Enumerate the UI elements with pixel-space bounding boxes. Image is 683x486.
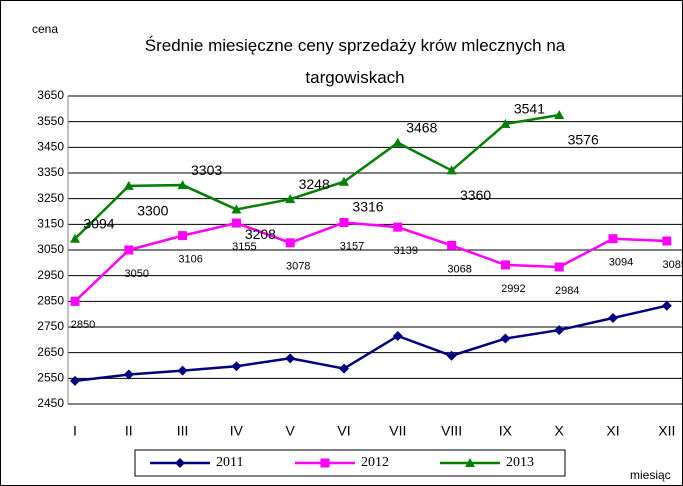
- data-label: 3360: [460, 187, 491, 203]
- y-tick-label: 2650: [37, 345, 64, 359]
- point: [500, 333, 511, 344]
- x-tick-label: V: [286, 423, 296, 439]
- point: [177, 180, 188, 190]
- data-label: 3050: [125, 268, 149, 280]
- data-label: 3078: [286, 261, 310, 273]
- series-line: [74, 221, 667, 303]
- x-tick-label: VIII: [441, 423, 462, 439]
- x-tick-label: XII: [658, 423, 675, 439]
- x-tick-label: VI: [337, 423, 350, 439]
- data-label: 3085: [663, 259, 683, 271]
- y-tick-label: 3550: [37, 114, 64, 128]
- legend-label: 2013: [506, 455, 534, 470]
- point: [446, 165, 457, 175]
- x-tick-label: IV: [230, 423, 244, 439]
- data-label: 3068: [447, 263, 471, 275]
- y-axis-label: cena: [32, 22, 58, 36]
- point: [123, 369, 134, 380]
- y-tick-label: 2450: [37, 396, 64, 410]
- data-label: 3155: [232, 241, 256, 253]
- y-tick-label: 3050: [37, 242, 64, 256]
- point: [339, 363, 349, 374]
- y-tick-label: 3650: [37, 88, 64, 102]
- point: [554, 109, 565, 119]
- point: [339, 176, 349, 186]
- data-label: 3157: [340, 240, 364, 252]
- point: [177, 365, 188, 376]
- point: [554, 262, 564, 272]
- data-label: 3139: [394, 245, 418, 257]
- point: [661, 300, 672, 311]
- data-label: 3094: [609, 257, 633, 269]
- point: [231, 218, 241, 228]
- data-label: 3094: [83, 215, 114, 231]
- point: [465, 458, 475, 467]
- y-tick-label: 2950: [37, 268, 64, 282]
- y-tick-label: 3450: [37, 140, 64, 154]
- point: [339, 218, 349, 228]
- point: [178, 231, 188, 241]
- point: [554, 325, 565, 336]
- x-tick-label: XI: [606, 423, 619, 439]
- x-tick-label: II: [125, 423, 133, 439]
- point: [608, 234, 618, 244]
- point: [123, 180, 134, 190]
- legend-label: 2011: [216, 455, 243, 470]
- point: [124, 245, 134, 255]
- data-label: 3300: [137, 203, 168, 219]
- x-tick-label: VII: [389, 423, 406, 439]
- data-label: 3316: [352, 198, 383, 214]
- point: [392, 330, 403, 341]
- data-label: 3303: [191, 162, 222, 178]
- legend-label: 2012: [361, 455, 389, 470]
- point: [608, 313, 618, 324]
- x-tick-label: IX: [499, 423, 513, 439]
- point: [70, 233, 80, 243]
- y-tick-label: 2850: [37, 294, 64, 308]
- point: [662, 236, 672, 246]
- point: [500, 260, 510, 270]
- point: [447, 240, 457, 250]
- data-label: 2984: [555, 285, 579, 297]
- data-label: 2992: [501, 283, 525, 295]
- point: [500, 118, 511, 128]
- series-line: [74, 113, 560, 240]
- x-tick-label: X: [555, 423, 565, 439]
- data-label: 3248: [299, 176, 330, 192]
- y-tick-label: 2550: [37, 371, 64, 385]
- point: [446, 350, 457, 361]
- point: [285, 238, 295, 248]
- data-label: 3106: [178, 254, 202, 266]
- point: [70, 296, 80, 306]
- data-label: 3576: [568, 132, 599, 148]
- x-axis-label: miesiąc: [630, 468, 671, 482]
- point: [175, 458, 185, 468]
- point: [231, 204, 242, 214]
- point: [70, 375, 80, 386]
- data-label: 2850: [71, 319, 95, 331]
- point: [392, 137, 403, 147]
- x-tick-label: I: [73, 423, 77, 439]
- chart-title: Średnie miesięczne ceny sprzedaży krów m…: [144, 36, 566, 87]
- point: [285, 353, 296, 364]
- point: [231, 361, 242, 372]
- data-label: 3541: [514, 101, 545, 117]
- data-label: 3468: [406, 119, 437, 135]
- point: [393, 222, 403, 232]
- y-tick-label: 3350: [37, 165, 64, 179]
- x-tick-label: III: [177, 423, 189, 439]
- data-label: 3208: [245, 226, 276, 242]
- y-tick-label: 3150: [37, 217, 64, 231]
- y-tick-label: 2750: [37, 319, 64, 333]
- series-line: [74, 304, 668, 383]
- point: [320, 458, 330, 468]
- y-tick-label: 3250: [37, 191, 64, 205]
- point: [285, 194, 296, 204]
